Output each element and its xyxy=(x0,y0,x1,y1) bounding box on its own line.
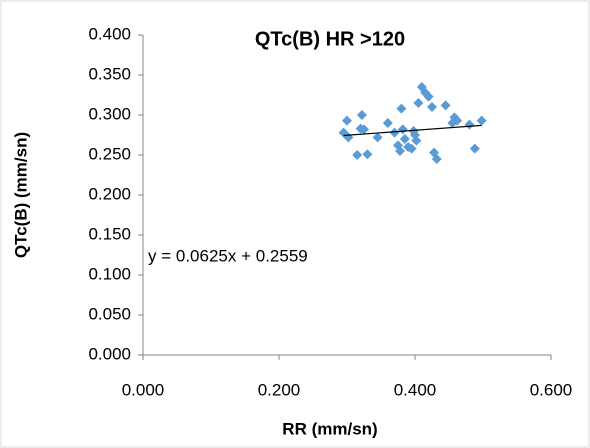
y-tick-label: 0.150 xyxy=(88,224,131,243)
y-axis-label: QTc(B) (mm/sn) xyxy=(11,132,30,258)
y-tick-label: 0.300 xyxy=(88,104,131,123)
trendline xyxy=(343,124,482,137)
y-tick-label: 0.350 xyxy=(88,64,131,83)
point xyxy=(389,127,400,138)
point xyxy=(413,98,424,108)
point xyxy=(406,143,417,154)
point xyxy=(359,124,369,135)
x-tick-label: 0.400 xyxy=(394,380,437,399)
y-tick-label: 0.100 xyxy=(88,264,131,283)
point xyxy=(356,110,367,120)
y-tick-label: 0.200 xyxy=(88,184,131,203)
point xyxy=(382,118,393,128)
point xyxy=(452,115,463,126)
point xyxy=(440,100,451,111)
point xyxy=(396,103,407,114)
x-tick-label: 0.200 xyxy=(258,380,301,399)
point xyxy=(411,135,422,146)
x-tick-label: 0.000 xyxy=(122,380,165,399)
point xyxy=(399,134,410,144)
y-tick-label: 0.250 xyxy=(88,144,131,163)
point xyxy=(476,115,487,126)
x-axis-label: RR (mm/sn) xyxy=(282,419,377,438)
y-tick-label: 0.400 xyxy=(88,24,131,43)
trendline-equation: y = 0.0625x + 0.2559 xyxy=(148,246,308,265)
y-tick-label: 0.000 xyxy=(88,344,131,363)
point xyxy=(423,91,434,102)
x-tick-label: 0.600 xyxy=(530,380,573,399)
point xyxy=(342,115,352,126)
y-tick-label: 0.050 xyxy=(88,304,131,323)
point xyxy=(372,132,383,143)
chart-title: QTc(B) HR >120 xyxy=(255,28,405,50)
point xyxy=(362,149,373,160)
point xyxy=(469,143,480,154)
point xyxy=(431,154,442,164)
point xyxy=(427,102,437,112)
point xyxy=(395,146,406,156)
point xyxy=(464,119,475,130)
point xyxy=(352,150,363,160)
